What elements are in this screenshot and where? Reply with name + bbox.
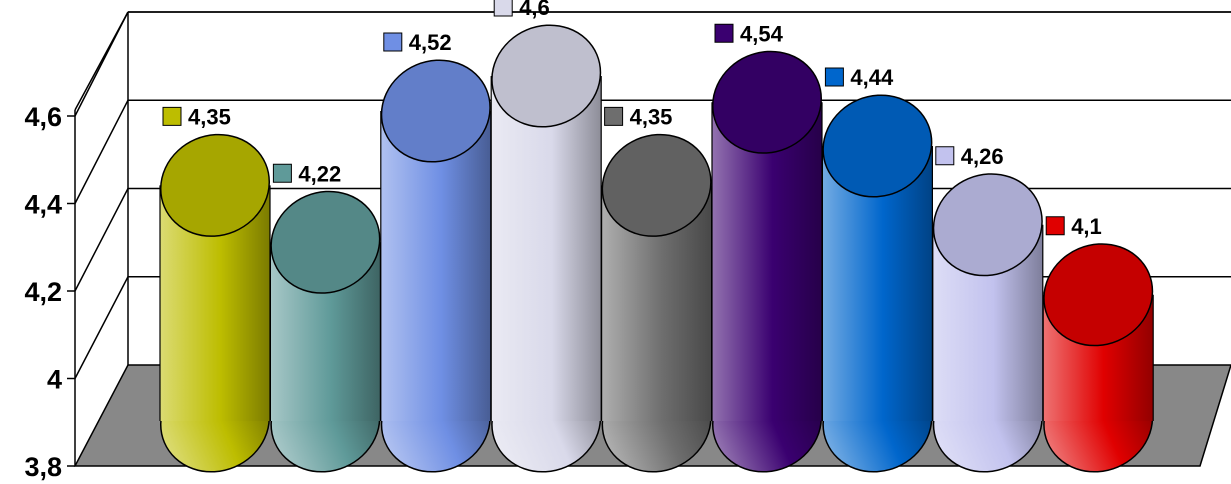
bar-top <box>270 190 381 294</box>
data-label-swatch <box>493 0 513 17</box>
bar-cylinder <box>1042 243 1154 473</box>
bar-cylinder <box>159 133 271 473</box>
data-label: 4,54 <box>740 21 784 46</box>
bar-cylinder <box>269 190 381 473</box>
bar-body <box>491 76 602 421</box>
data-label: 4,26 <box>961 144 1004 169</box>
data-label-group: 4,35 <box>162 104 231 129</box>
bar-cylinder <box>380 59 492 473</box>
data-label-swatch <box>383 32 403 52</box>
data-label-swatch <box>824 67 844 87</box>
y-tick-label: 4,6 <box>24 102 62 132</box>
data-label: 4,52 <box>409 30 452 55</box>
data-label-swatch <box>714 23 734 43</box>
y-tick-label: 4,4 <box>24 190 62 220</box>
data-label-swatch <box>1045 216 1065 236</box>
bar-body <box>380 111 491 421</box>
bar-cylinder <box>821 94 934 473</box>
data-label: 4,35 <box>188 104 231 129</box>
data-label-group: 4,6 <box>493 0 550 20</box>
bar-top <box>380 59 491 163</box>
data-label-swatch <box>604 106 624 126</box>
gridline-side <box>74 11 129 117</box>
bar-top <box>711 50 823 154</box>
bar-top <box>1043 243 1154 347</box>
data-label-swatch <box>162 106 182 126</box>
data-label-group: 4,22 <box>272 161 341 186</box>
data-label: 4,6 <box>519 0 550 20</box>
data-label: 4,1 <box>1071 214 1102 239</box>
bar-top <box>159 133 271 237</box>
data-label-group: 4,35 <box>604 104 673 129</box>
y-tick-label: 3,8 <box>24 452 62 482</box>
gridline-side <box>74 99 129 204</box>
gridline-side <box>74 188 129 292</box>
bar-top <box>822 94 933 198</box>
bars <box>159 24 1154 473</box>
gridline-side <box>74 276 129 379</box>
data-label-swatch <box>935 146 955 166</box>
data-label: 4,22 <box>298 161 341 186</box>
data-label-group: 4,44 <box>824 65 894 90</box>
y-tick-label: 4 <box>47 365 62 395</box>
data-label-swatch <box>272 163 292 183</box>
data-label-group: 4,1 <box>1045 214 1102 239</box>
bar-body <box>712 102 822 421</box>
data-label-group: 4,54 <box>714 21 784 46</box>
bar-top <box>932 173 1043 277</box>
data-labels: 4,35 4,22 4,52 4,6 4,35 4,54 4,44 4,26 4,1 <box>162 0 1102 239</box>
bar-cylinder <box>490 24 602 473</box>
bar-cylinder <box>711 50 823 473</box>
data-label: 4,44 <box>850 65 894 90</box>
data-label-group: 4,52 <box>383 30 452 55</box>
y-axis: 3,8 4 4,2 4,4 4,6 <box>24 102 75 482</box>
data-label: 4,35 <box>630 104 673 129</box>
y-tick-label: 4,2 <box>24 277 62 307</box>
data-label-group: 4,26 <box>935 144 1004 169</box>
bar-top <box>491 24 602 128</box>
bar-cylinder <box>600 133 713 473</box>
bar-top <box>601 133 712 237</box>
bar-cylinder <box>932 173 1044 473</box>
